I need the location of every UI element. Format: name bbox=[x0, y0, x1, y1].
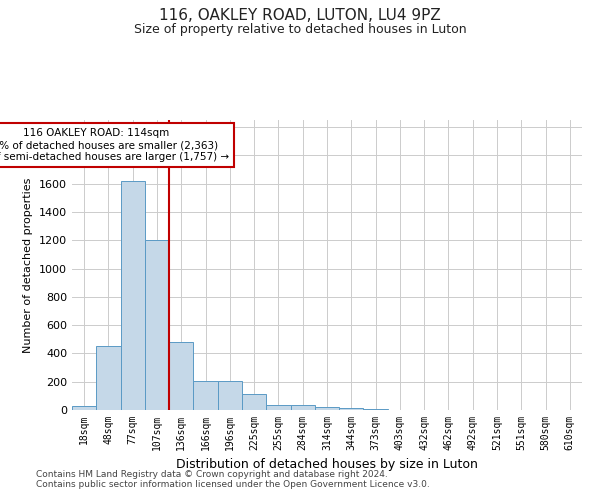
Bar bbox=[290, 405, 315, 410]
Bar bbox=[96, 346, 121, 410]
Bar bbox=[315, 407, 339, 410]
Bar bbox=[193, 381, 218, 410]
Y-axis label: Number of detached properties: Number of detached properties bbox=[23, 178, 34, 352]
Bar bbox=[218, 381, 242, 410]
Text: Contains HM Land Registry data © Crown copyright and database right 2024.: Contains HM Land Registry data © Crown c… bbox=[36, 470, 388, 479]
Bar bbox=[121, 181, 145, 410]
Text: Size of property relative to detached houses in Luton: Size of property relative to detached ho… bbox=[134, 22, 466, 36]
Text: 116, OAKLEY ROAD, LUTON, LU4 9PZ: 116, OAKLEY ROAD, LUTON, LU4 9PZ bbox=[159, 8, 441, 22]
X-axis label: Distribution of detached houses by size in Luton: Distribution of detached houses by size … bbox=[176, 458, 478, 471]
Text: Contains public sector information licensed under the Open Government Licence v3: Contains public sector information licen… bbox=[36, 480, 430, 489]
Bar bbox=[266, 405, 290, 410]
Bar bbox=[145, 240, 169, 410]
Bar bbox=[169, 342, 193, 410]
Bar bbox=[242, 394, 266, 410]
Bar bbox=[339, 408, 364, 410]
Bar bbox=[72, 406, 96, 410]
Text: 116 OAKLEY ROAD: 114sqm
← 57% of detached houses are smaller (2,363)
42% of semi: 116 OAKLEY ROAD: 114sqm ← 57% of detache… bbox=[0, 128, 229, 162]
